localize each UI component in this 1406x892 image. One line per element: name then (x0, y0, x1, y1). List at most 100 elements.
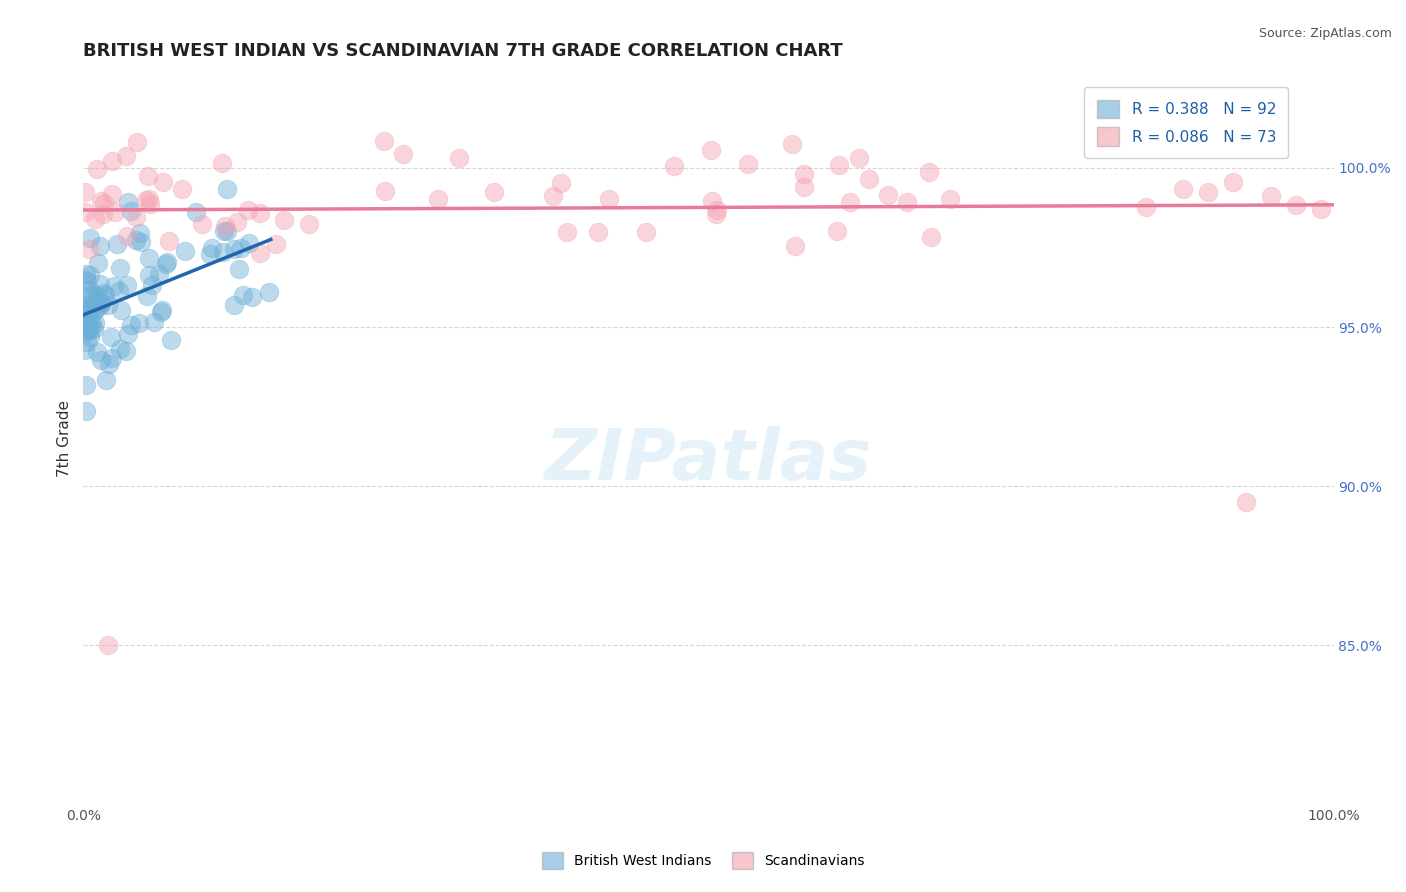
Text: BRITISH WEST INDIAN VS SCANDINAVIAN 7TH GRADE CORRELATION CHART: BRITISH WEST INDIAN VS SCANDINAVIAN 7TH … (83, 42, 844, 60)
Point (89, 299, 111, 313)
Point (129, 235, 152, 249)
Point (148, 267, 170, 281)
Point (135, 193, 157, 207)
Point (103, 278, 125, 293)
Point (737, 157, 759, 171)
Point (827, 224, 849, 238)
Point (100, 330, 122, 344)
Point (79, 284, 101, 298)
Point (76, 326, 98, 340)
Point (1285, 198, 1308, 212)
Point (152, 175, 174, 189)
Point (228, 261, 250, 276)
Point (93, 196, 115, 211)
Point (155, 257, 177, 271)
Point (115, 278, 138, 293)
Point (172, 182, 194, 196)
Point (76, 273, 98, 287)
Point (83, 304, 105, 318)
Legend: R = 0.388   N = 92, R = 0.086   N = 73: R = 0.388 N = 92, R = 0.086 N = 73 (1084, 87, 1288, 158)
Point (1173, 182, 1195, 196)
Point (90, 194, 112, 209)
Point (79, 304, 101, 318)
Point (249, 206, 271, 220)
Point (115, 228, 138, 243)
Point (702, 194, 724, 209)
Point (662, 159, 685, 173)
Point (212, 224, 235, 238)
Point (76, 293, 98, 307)
Point (201, 241, 224, 255)
Point (83, 316, 105, 330)
Point (90, 353, 112, 368)
Point (482, 185, 505, 199)
Y-axis label: 7th Grade: 7th Grade (58, 400, 72, 477)
Point (229, 242, 252, 256)
Point (215, 182, 238, 196)
Point (76, 404, 98, 418)
Point (160, 333, 183, 347)
Point (73, 302, 96, 317)
Point (76, 275, 98, 289)
Point (588, 225, 610, 239)
Point (110, 303, 132, 318)
Point (79, 322, 101, 336)
Point (94, 287, 117, 301)
Point (447, 151, 470, 165)
Point (73, 186, 96, 200)
Point (214, 219, 236, 233)
Point (138, 252, 160, 266)
Point (155, 255, 177, 269)
Point (226, 215, 249, 229)
Point (215, 224, 238, 238)
Point (86, 287, 108, 301)
Point (373, 134, 395, 148)
Point (135, 288, 157, 302)
Point (86, 345, 108, 359)
Point (98, 358, 121, 372)
Point (242, 290, 264, 304)
Point (138, 268, 160, 282)
Point (76, 320, 98, 334)
Point (125, 233, 148, 247)
Point (141, 277, 163, 292)
Point (86, 290, 108, 304)
Point (782, 136, 804, 151)
Point (128, 226, 150, 240)
Point (101, 187, 124, 202)
Point (110, 343, 132, 357)
Point (96, 373, 118, 387)
Point (79, 268, 101, 282)
Point (896, 195, 918, 210)
Point (374, 184, 396, 198)
Point (97, 298, 120, 312)
Point (114, 149, 136, 163)
Point (105, 236, 128, 251)
Point (236, 203, 259, 218)
Point (79, 242, 101, 256)
Point (136, 169, 159, 184)
Point (550, 176, 572, 190)
Text: ZIPatlas: ZIPatlas (544, 426, 872, 495)
Point (73, 205, 96, 219)
Point (222, 243, 245, 257)
Point (190, 217, 212, 231)
Point (80, 288, 103, 302)
Point (1310, 202, 1333, 216)
Point (120, 318, 142, 332)
Point (174, 244, 197, 258)
Point (920, 230, 942, 244)
Point (1222, 175, 1244, 189)
Point (1234, 495, 1257, 509)
Point (117, 194, 139, 209)
Point (83, 322, 105, 336)
Point (918, 165, 941, 179)
Point (273, 213, 295, 227)
Point (877, 188, 900, 202)
Point (264, 237, 287, 252)
Point (700, 144, 723, 158)
Point (79, 231, 101, 245)
Point (125, 135, 148, 149)
Point (73, 343, 96, 357)
Point (142, 315, 165, 329)
